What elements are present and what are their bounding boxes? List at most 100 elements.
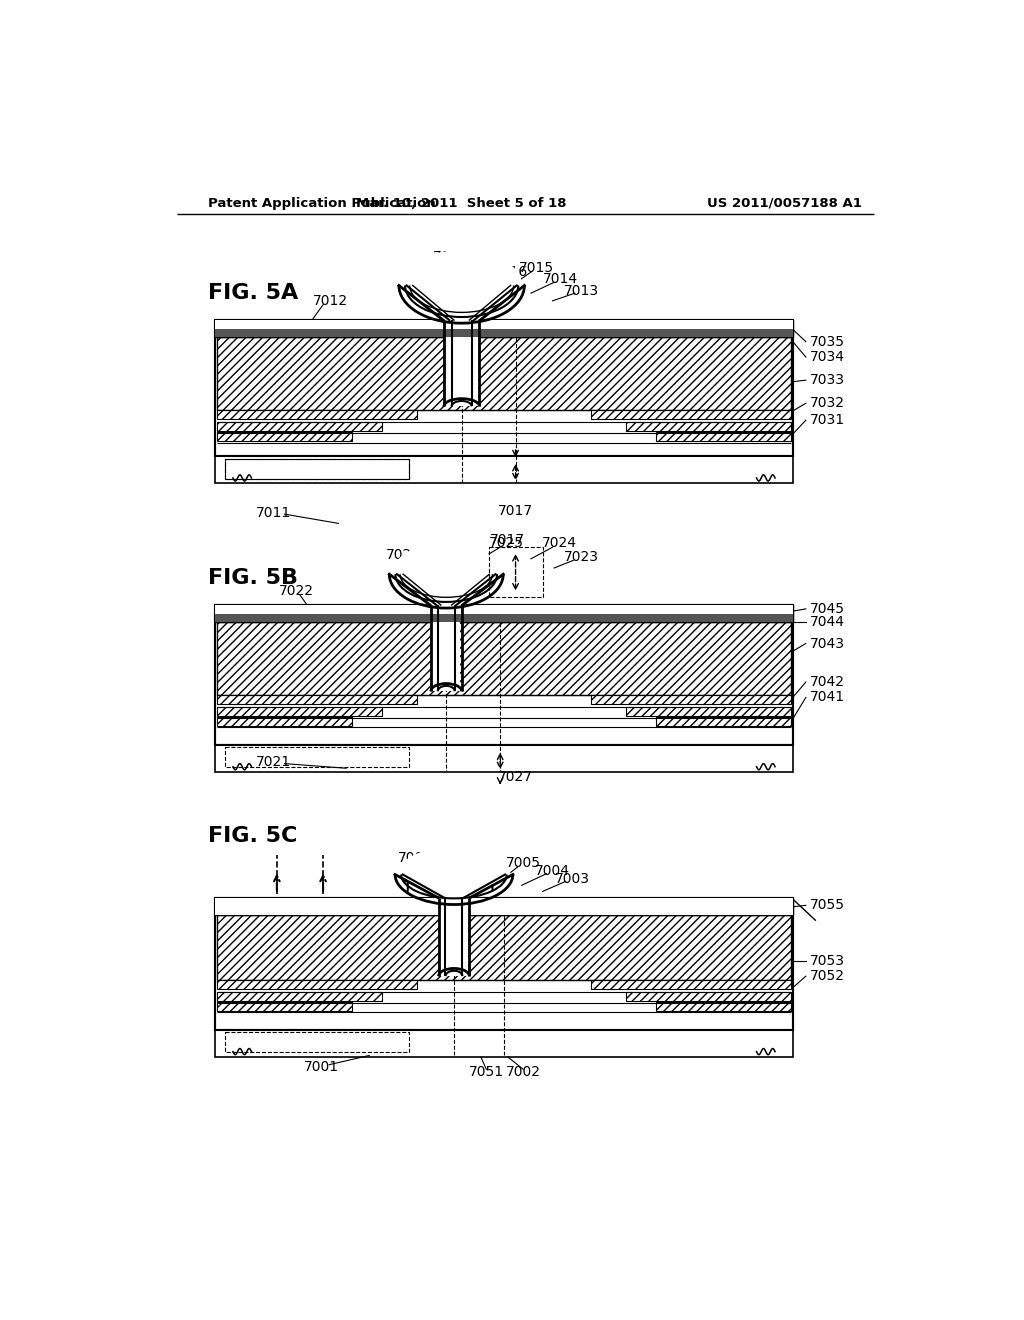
Text: FIG. 5B: FIG. 5B	[208, 568, 298, 587]
Text: 7035: 7035	[810, 335, 845, 348]
Bar	[215, 321, 528, 330]
Bar	[215, 321, 528, 337]
Bar	[591, 979, 792, 989]
Text: US 2011/0057188 A1: US 2011/0057188 A1	[708, 197, 862, 210]
Bar	[432, 605, 460, 692]
Text: 7022: 7022	[279, 585, 313, 598]
Bar	[215, 1030, 793, 1057]
Text: 7005: 7005	[506, 855, 541, 870]
Bar	[217, 979, 417, 989]
Text: 7031: 7031	[810, 413, 845, 428]
Bar	[440, 898, 468, 977]
Bar	[488, 548, 543, 597]
Text: 7033: 7033	[810, 374, 845, 387]
Text: 7041: 7041	[810, 690, 845, 705]
Polygon shape	[402, 251, 521, 321]
Bar	[215, 321, 793, 457]
Text: 7014: 7014	[543, 272, 578, 286]
Text: 7016: 7016	[493, 264, 527, 279]
Text: Patent Application Publication: Patent Application Publication	[208, 197, 435, 210]
Bar	[215, 330, 793, 337]
Bar	[626, 422, 792, 430]
Bar	[480, 321, 793, 337]
Bar	[215, 321, 793, 330]
Text: 7012: 7012	[313, 294, 348, 308]
Bar	[217, 696, 417, 705]
Bar	[215, 898, 793, 915]
Bar	[217, 991, 382, 1001]
Bar	[656, 717, 792, 726]
Bar	[626, 991, 792, 1001]
Text: 7019: 7019	[432, 249, 468, 264]
Text: 7009: 7009	[398, 850, 433, 865]
Bar	[215, 330, 528, 337]
Bar	[217, 411, 417, 420]
Bar	[217, 915, 792, 979]
Polygon shape	[392, 544, 500, 605]
Text: 7044: 7044	[810, 615, 845, 628]
Text: 7045: 7045	[810, 602, 845, 616]
Bar	[215, 614, 515, 622]
Text: 7029: 7029	[386, 548, 422, 562]
Text: 7025: 7025	[488, 536, 524, 550]
Text: 7021: 7021	[255, 755, 291, 770]
Bar	[656, 432, 792, 441]
Bar	[215, 898, 793, 1030]
Bar	[479, 330, 793, 337]
Bar	[656, 1002, 792, 1011]
Bar	[215, 744, 793, 772]
Text: 7043: 7043	[810, 636, 845, 651]
Bar	[217, 432, 351, 441]
Text: 7001: 7001	[304, 1060, 339, 1074]
Bar	[463, 605, 793, 622]
Text: 7024: 7024	[542, 536, 577, 550]
Text: FIG. 5A: FIG. 5A	[208, 284, 298, 304]
Text: 7003: 7003	[555, 873, 590, 886]
Bar	[215, 457, 793, 483]
Text: Mar. 10, 2011  Sheet 5 of 18: Mar. 10, 2011 Sheet 5 of 18	[356, 197, 567, 210]
Bar	[462, 605, 793, 614]
Bar	[469, 898, 793, 915]
Bar	[470, 898, 793, 915]
Text: 7051: 7051	[469, 1065, 504, 1080]
Bar	[224, 459, 410, 479]
Bar	[626, 706, 792, 715]
Text: 7002: 7002	[506, 1065, 541, 1080]
Bar	[224, 459, 410, 479]
Bar	[217, 422, 382, 430]
Text: 7053: 7053	[810, 954, 845, 968]
Text: 7017: 7017	[498, 504, 534, 517]
Text: 7013: 7013	[563, 284, 599, 298]
Text: 7004: 7004	[535, 863, 570, 878]
Text: 7034: 7034	[810, 350, 845, 364]
Text: 7042: 7042	[810, 675, 845, 689]
Text: 7032: 7032	[810, 396, 845, 411]
Bar	[591, 411, 792, 420]
Bar	[479, 321, 793, 330]
Bar	[591, 696, 792, 705]
Text: 7023: 7023	[563, 550, 598, 564]
Bar	[215, 898, 523, 915]
Text: 7027: 7027	[498, 771, 534, 784]
Text: FIG. 5C: FIG. 5C	[208, 826, 297, 846]
Bar	[215, 898, 522, 915]
Text: 7055: 7055	[810, 899, 845, 912]
Bar	[217, 717, 351, 726]
Bar	[445, 321, 478, 407]
Bar	[215, 614, 793, 622]
Bar	[224, 747, 410, 767]
Polygon shape	[398, 847, 510, 898]
Bar	[217, 1002, 351, 1011]
Text: 7011: 7011	[255, 506, 291, 520]
Text: 7017: 7017	[490, 532, 525, 546]
Bar	[215, 605, 515, 622]
Text: 7052: 7052	[810, 969, 845, 983]
Bar	[217, 337, 792, 411]
Bar	[217, 622, 792, 696]
Bar	[224, 1032, 410, 1052]
Bar	[215, 605, 793, 614]
Text: 7015: 7015	[519, 261, 554, 275]
Bar	[462, 614, 793, 622]
Bar	[217, 706, 382, 715]
Bar	[215, 605, 515, 614]
